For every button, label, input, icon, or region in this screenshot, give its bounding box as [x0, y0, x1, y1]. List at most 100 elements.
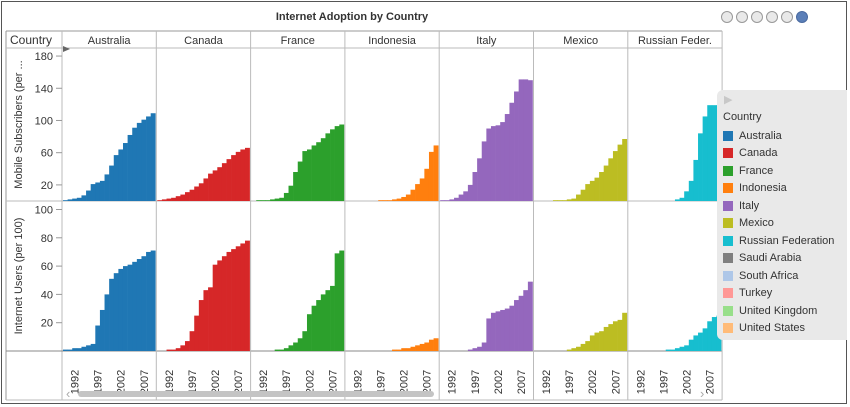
bar-indonesia-2003[interactable] — [405, 194, 411, 201]
bar-canada-2004[interactable] — [221, 163, 227, 201]
bar-france-2006[interactable] — [325, 133, 331, 201]
bar-australia-1999[interactable] — [104, 294, 110, 351]
bar-australia-2001[interactable] — [113, 273, 119, 351]
bar-mexico-2004[interactable] — [599, 331, 605, 351]
legend-item-australia[interactable]: Australia — [723, 127, 834, 145]
bar-mexico-2008[interactable] — [617, 319, 623, 351]
bar-italy-1999[interactable] — [481, 141, 487, 201]
legend-item-italy[interactable]: Italy — [723, 197, 834, 215]
horizontal-scrollbar-thumb[interactable] — [78, 391, 434, 397]
bar-italy-2003[interactable] — [500, 309, 506, 351]
bar-australia-2000[interactable] — [109, 165, 115, 201]
bar-italy-2009[interactable] — [527, 80, 533, 201]
bar-italy-2006[interactable] — [514, 91, 519, 201]
bar-australia-2006[interactable] — [136, 259, 142, 351]
bar-indonesia-2008[interactable] — [428, 151, 434, 201]
bar-mexico-2005[interactable] — [603, 165, 609, 201]
bar-canada-2007[interactable] — [235, 151, 241, 201]
bar-canada-1993[interactable] — [171, 349, 177, 351]
bar-italy-1997[interactable] — [472, 172, 478, 201]
bar-italy-1998[interactable] — [477, 346, 483, 351]
page-dot-2[interactable] — [736, 11, 748, 23]
bar-canada-1992[interactable] — [166, 198, 172, 201]
bar-russian-federation-1999[interactable] — [670, 349, 676, 351]
bar-australia-1999[interactable] — [104, 174, 110, 201]
bar-france-1996[interactable] — [279, 197, 285, 201]
bar-mexico-2001[interactable] — [585, 341, 591, 351]
bar-indonesia-2005[interactable] — [415, 184, 421, 201]
bar-canada-2002[interactable] — [212, 170, 218, 201]
bar-france-2006[interactable] — [325, 290, 331, 351]
bar-canada-2003[interactable] — [217, 167, 223, 201]
bar-italy-1996[interactable] — [467, 184, 473, 201]
bar-indonesia-2003[interactable] — [405, 348, 411, 351]
bar-australia-2005[interactable] — [132, 261, 138, 351]
bar-australia-1992[interactable] — [72, 198, 78, 201]
bar-italy-2001[interactable] — [490, 312, 496, 351]
bar-italy-2000[interactable] — [486, 318, 492, 351]
bar-australia-1997[interactable] — [95, 325, 101, 351]
bar-mexico-1998[interactable] — [571, 348, 577, 351]
bar-australia-1993[interactable] — [76, 348, 82, 351]
bar-russian-federation-2006[interactable] — [702, 328, 708, 351]
bar-canada-1992[interactable] — [166, 349, 172, 351]
bar-russian-federation-2007[interactable] — [707, 321, 713, 351]
bar-france-2008[interactable] — [334, 126, 340, 201]
bar-indonesia-1999[interactable] — [387, 200, 393, 201]
bar-mexico-2000[interactable] — [580, 343, 586, 351]
bar-canada-2005[interactable] — [226, 159, 232, 201]
bar-australia-2003[interactable] — [122, 266, 128, 351]
page-dot-4[interactable] — [766, 11, 778, 23]
legend-item-france[interactable]: France — [723, 162, 834, 180]
page-dot-6[interactable] — [796, 11, 808, 23]
bar-italy-2006[interactable] — [514, 300, 519, 351]
bar-australia-1995[interactable] — [86, 345, 91, 351]
bar-indonesia-2004[interactable] — [410, 189, 416, 201]
bar-italy-2003[interactable] — [500, 122, 506, 201]
bar-france-2008[interactable] — [334, 253, 340, 351]
bar-mexico-2007[interactable] — [612, 321, 618, 351]
bar-indonesia-2005[interactable] — [415, 345, 421, 351]
bar-canada-1995[interactable] — [180, 194, 186, 201]
bar-canada-1996[interactable] — [184, 192, 190, 201]
bar-russian-federation-2004[interactable] — [693, 335, 699, 351]
bar-france-1993[interactable] — [265, 200, 271, 201]
bar-italy-2001[interactable] — [490, 126, 496, 201]
bar-russian-federation-2002[interactable] — [684, 345, 690, 351]
bar-canada-2005[interactable] — [226, 251, 232, 351]
bar-australia-2001[interactable] — [113, 155, 119, 201]
legend-item-russian-federation[interactable]: Russian Federation — [723, 232, 834, 250]
bar-canada-2002[interactable] — [212, 264, 218, 351]
bar-france-2009[interactable] — [339, 124, 345, 202]
bar-italy-2008[interactable] — [523, 290, 529, 351]
bar-australia-1995[interactable] — [86, 190, 91, 201]
bar-mexico-2009[interactable] — [622, 138, 628, 201]
bar-france-1997[interactable] — [283, 348, 289, 351]
bar-indonesia-1997[interactable] — [378, 200, 384, 201]
legend-item-united-kingdom[interactable]: United Kingdom — [723, 302, 834, 320]
bar-mexico-1994[interactable] — [552, 200, 558, 201]
bar-france-2004[interactable] — [316, 300, 322, 351]
bar-canada-2001[interactable] — [208, 287, 213, 351]
bar-italy-1993[interactable] — [454, 197, 459, 201]
bar-mexico-1997[interactable] — [566, 349, 572, 351]
bar-indonesia-2000[interactable] — [392, 199, 397, 201]
bar-italy-1990[interactable] — [440, 200, 446, 201]
legend-item-saudi-arabia[interactable]: Saudi Arabia — [723, 250, 834, 268]
bar-italy-1997[interactable] — [472, 348, 478, 351]
page-dot-5[interactable] — [781, 11, 793, 23]
bar-indonesia-1998[interactable] — [382, 200, 388, 201]
bar-mexico-1997[interactable] — [566, 199, 572, 201]
bar-canada-2000[interactable] — [203, 178, 209, 201]
bar-france-2001[interactable] — [302, 151, 308, 201]
bar-australia-1990[interactable] — [63, 200, 68, 201]
bar-australia-2004[interactable] — [127, 264, 133, 351]
bar-indonesia-2006[interactable] — [419, 178, 425, 201]
bar-russian-federation-2001[interactable] — [679, 346, 685, 351]
bar-australia-2000[interactable] — [109, 278, 115, 351]
bar-indonesia-2007[interactable] — [424, 342, 430, 351]
bar-australia-2009[interactable] — [150, 113, 156, 201]
bar-italy-2002[interactable] — [495, 311, 501, 351]
bar-canada-1996[interactable] — [184, 341, 190, 351]
bar-russian-federation-2005[interactable] — [698, 332, 703, 351]
